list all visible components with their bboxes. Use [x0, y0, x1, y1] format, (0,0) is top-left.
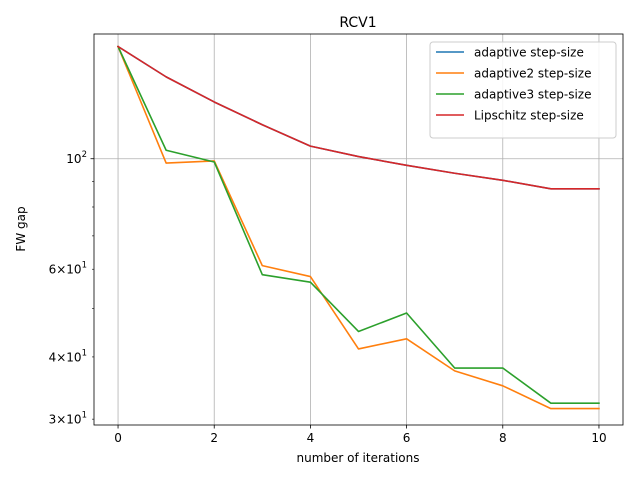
series-line-1 — [117, 45, 600, 410]
legend-label: adaptive2 step-size — [474, 67, 591, 81]
y-minor-tick-label: 3×101 — [49, 411, 87, 427]
plot-frame — [93, 33, 624, 426]
y-minor-tick-label: 4×101 — [49, 348, 87, 364]
x-tick-label: 10 — [591, 431, 606, 445]
legend: adaptive step-size adaptive2 step-size ada… — [429, 41, 617, 139]
x-tick-label: 4 — [307, 431, 315, 445]
y-tick-base: 10 — [66, 152, 81, 166]
y-tick-times: × — [56, 350, 66, 364]
series-lines — [116, 45, 600, 410]
x-tick-label: 0 — [114, 431, 122, 445]
legend-label: adaptive step-size — [474, 46, 584, 60]
chart-title: RCV1 — [339, 15, 376, 31]
series-line-2 — [116, 45, 600, 404]
legend-box — [429, 41, 617, 139]
y-tick-exponent: 1 — [82, 348, 87, 358]
y-tick-base: 10 — [66, 263, 81, 277]
y-tick-exponent: 2 — [82, 150, 87, 160]
series-line-3 — [116, 45, 600, 190]
legend-label: Lipschitz step-size — [474, 109, 584, 123]
y-tick-mantissa: 4 — [49, 350, 57, 364]
y-tick-label: 102 — [66, 150, 87, 166]
x-tick-label: 6 — [403, 431, 411, 445]
x-axis-label: number of iterations — [297, 451, 420, 465]
y-tick-times: × — [56, 413, 66, 427]
grid — [94, 34, 623, 425]
y-tick-exponent: 1 — [82, 261, 87, 271]
y-tick-mantissa: 3 — [49, 413, 57, 427]
y-tick-exponent: 1 — [82, 411, 87, 421]
y-tick-times: × — [56, 263, 66, 277]
x-tick-label: 8 — [499, 431, 507, 445]
legend-label: adaptive3 step-size — [474, 88, 591, 102]
x-tick-label: 2 — [210, 431, 218, 445]
y-tick-mantissa: 6 — [49, 263, 57, 277]
y-tick-base: 10 — [66, 413, 81, 427]
y-axis-label: FW gap — [14, 206, 28, 251]
y-minor-tick-label: 6×101 — [49, 261, 87, 277]
y-tick-base: 10 — [66, 350, 81, 364]
x-axis-ticks: 0 2 4 6 8 10 — [114, 425, 607, 445]
